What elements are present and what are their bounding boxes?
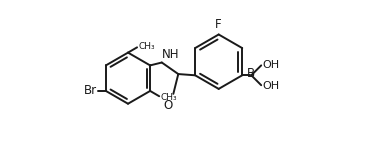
Text: O: O bbox=[164, 99, 173, 112]
Text: B: B bbox=[247, 67, 256, 80]
Text: NH: NH bbox=[162, 48, 180, 61]
Text: OH: OH bbox=[263, 81, 280, 91]
Text: CH₃: CH₃ bbox=[161, 93, 177, 102]
Text: F: F bbox=[215, 18, 221, 31]
Text: CH₃: CH₃ bbox=[138, 42, 155, 51]
Text: OH: OH bbox=[263, 60, 280, 70]
Text: Br: Br bbox=[84, 85, 97, 97]
